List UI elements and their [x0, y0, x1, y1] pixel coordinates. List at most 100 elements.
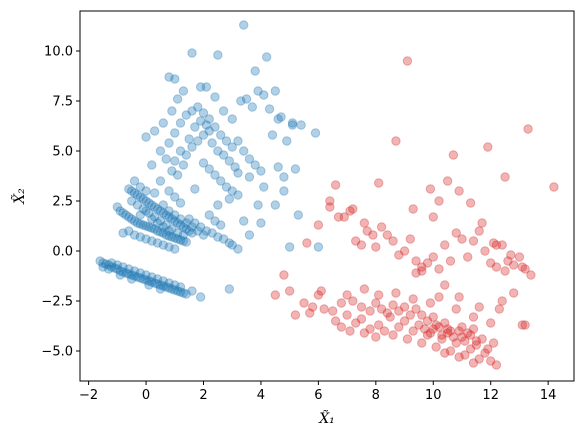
- data-point-series-1: [374, 320, 384, 330]
- x-tick-label: −2: [79, 388, 98, 403]
- data-point-series-1: [382, 230, 393, 240]
- data-point-series-0: [147, 200, 157, 210]
- data-point-series-0: [256, 166, 266, 176]
- data-point-series-0: [106, 258, 117, 268]
- data-point-series-1: [402, 334, 413, 344]
- x-tick-label: 6: [314, 388, 322, 403]
- data-point-series-1: [391, 136, 401, 146]
- data-point-series-1: [500, 266, 510, 276]
- data-point-series-1: [477, 334, 487, 344]
- data-point-series-0: [135, 182, 146, 192]
- data-point-series-0: [144, 280, 154, 290]
- y-tick-label: 7.5: [52, 95, 73, 110]
- data-point-series-0: [193, 226, 203, 236]
- data-point-series-0: [141, 206, 151, 216]
- data-point-series-0: [164, 226, 174, 236]
- data-point-series-0: [259, 182, 269, 192]
- data-point-series-0: [178, 222, 189, 232]
- data-point-series-0: [144, 276, 154, 286]
- data-point-series-1: [503, 256, 513, 266]
- data-point-series-0: [178, 288, 189, 298]
- data-point-series-1: [376, 222, 387, 232]
- data-point-series-1: [425, 298, 436, 308]
- data-point-series-0: [127, 270, 137, 280]
- x-axis-label: X̃₁: [318, 409, 335, 427]
- data-point-series-0: [129, 188, 140, 198]
- data-point-series-0: [124, 212, 134, 222]
- data-point-series-0: [195, 82, 206, 92]
- data-point-series-1: [339, 212, 349, 222]
- data-point-series-1: [463, 328, 473, 338]
- data-point-series-0: [193, 102, 203, 112]
- data-point-series-1: [483, 142, 493, 152]
- data-point-series-0: [213, 232, 223, 242]
- data-point-series-1: [508, 260, 519, 270]
- data-point-series-0: [152, 279, 163, 289]
- data-point-series-0: [135, 273, 146, 283]
- data-point-series-0: [98, 258, 108, 268]
- data-point-series-0: [175, 118, 186, 128]
- data-point-series-1: [448, 150, 459, 160]
- data-point-series-1: [394, 250, 404, 260]
- data-point-series-1: [468, 312, 479, 322]
- data-point-series-1: [371, 298, 381, 308]
- data-point-series-0: [210, 216, 220, 226]
- data-point-series-1: [342, 310, 352, 320]
- data-point-series-1: [419, 324, 430, 334]
- data-point-series-0: [227, 240, 237, 250]
- data-point-series-0: [172, 286, 183, 296]
- data-point-series-0: [112, 202, 123, 212]
- y-tick-label: −2.5: [41, 295, 73, 310]
- data-point-series-0: [141, 196, 151, 206]
- data-point-series-0: [184, 134, 194, 144]
- data-point-series-0: [296, 120, 306, 130]
- data-point-series-0: [218, 106, 229, 116]
- data-point-series-0: [204, 126, 214, 136]
- data-point-series-0: [193, 136, 203, 146]
- data-point-series-0: [129, 176, 140, 186]
- data-point-series-0: [224, 238, 235, 248]
- data-point-series-0: [284, 242, 295, 252]
- data-point-series-1: [440, 280, 450, 290]
- data-point-series-0: [127, 196, 137, 206]
- data-point-series-0: [132, 218, 143, 228]
- data-point-series-0: [175, 282, 186, 292]
- data-point-series-1: [486, 258, 496, 268]
- data-point-series-0: [164, 212, 174, 222]
- data-point-series-0: [187, 228, 197, 238]
- data-point-series-0: [264, 104, 275, 114]
- data-point-series-1: [440, 318, 450, 328]
- data-point-series-0: [164, 138, 174, 148]
- data-point-series-1: [270, 290, 280, 300]
- data-point-series-0: [101, 259, 111, 269]
- data-point-series-1: [374, 290, 384, 300]
- data-point-series-1: [299, 298, 309, 308]
- x-tick-label: 10: [425, 388, 442, 403]
- data-point-series-0: [287, 120, 298, 130]
- data-point-series-0: [172, 94, 183, 104]
- data-point-series-0: [132, 272, 143, 282]
- data-point-series-0: [115, 206, 125, 216]
- data-point-series-1: [402, 56, 413, 66]
- data-point-series-1: [442, 176, 453, 186]
- data-point-series-0: [175, 220, 186, 230]
- data-point-series-0: [132, 200, 143, 210]
- data-point-series-0: [221, 136, 232, 146]
- data-point-series-1: [388, 300, 398, 310]
- data-point-series-1: [471, 340, 482, 350]
- data-point-series-0: [167, 284, 177, 294]
- data-point-series-1: [454, 186, 464, 196]
- data-point-series-1: [434, 264, 444, 274]
- data-point-series-1: [465, 344, 476, 354]
- data-point-series-0: [195, 116, 206, 126]
- data-point-series-1: [313, 290, 324, 300]
- data-point-series-0: [207, 228, 217, 238]
- data-point-series-1: [497, 240, 507, 250]
- data-point-series-1: [345, 206, 355, 216]
- data-point-series-1: [457, 322, 467, 332]
- data-point-series-0: [218, 234, 229, 244]
- data-point-series-0: [121, 210, 131, 220]
- data-point-series-1: [465, 198, 476, 208]
- data-point-series-0: [135, 268, 146, 278]
- data-point-series-0: [270, 200, 280, 210]
